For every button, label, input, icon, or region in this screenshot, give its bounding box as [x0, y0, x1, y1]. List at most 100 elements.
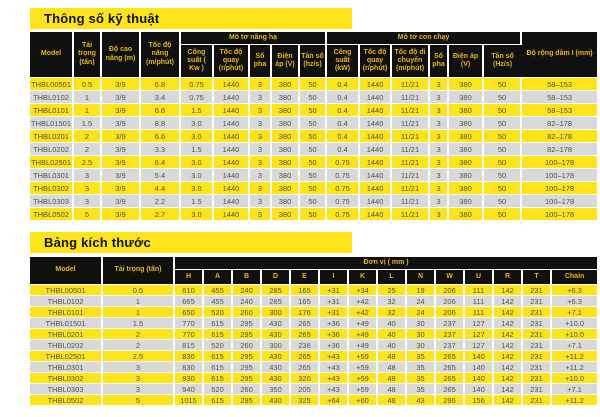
- cell: 30: [406, 339, 436, 351]
- cell: 380: [448, 194, 485, 208]
- cell: 2: [102, 339, 175, 351]
- cell: 40: [377, 339, 407, 351]
- cell: 3/9: [101, 90, 141, 104]
- cell: 380: [448, 90, 485, 104]
- col-header-chain: Chain: [551, 269, 598, 285]
- cell: 58–153: [521, 77, 598, 91]
- cell: 3/9: [101, 181, 141, 195]
- cell: 35: [406, 350, 436, 362]
- cell: 3: [249, 77, 272, 91]
- cell: 48: [377, 361, 407, 373]
- cell: 380: [448, 155, 485, 169]
- col-header-model: Model: [30, 32, 74, 78]
- cell: 265: [290, 350, 320, 362]
- cell: +11.2: [551, 394, 598, 406]
- cell: 2.2: [140, 194, 181, 208]
- cell: 50: [483, 90, 523, 104]
- cell: THBL01501: [30, 317, 103, 329]
- spec-section-title: Thông số kỹ thuật: [30, 8, 352, 29]
- cell: +59: [348, 350, 378, 362]
- group-header-unit-mm: Đơn vị ( mm ): [174, 257, 598, 270]
- cell: 1440: [359, 116, 393, 130]
- cell: 1440: [213, 155, 250, 169]
- dimension-table-body: THBL00501 0.5 610 455 240 285 165 +31 +34 25 19 206…: [30, 284, 598, 406]
- cell: 240: [232, 284, 262, 296]
- cell: 380: [448, 116, 485, 130]
- cell: 0.75: [326, 168, 361, 182]
- cell: 3.3: [140, 142, 181, 156]
- cell: 1015: [174, 394, 204, 406]
- cell: 142: [493, 394, 523, 406]
- cell: 40: [377, 328, 407, 340]
- col-header-K: K: [348, 269, 378, 285]
- table-row: THBL0303 3 940 520 260 350 205 +43 +59 48 35 265 140…: [30, 383, 598, 395]
- cell: 24: [406, 295, 436, 307]
- cell: 11/21: [391, 116, 431, 130]
- cell: 8.8: [140, 116, 181, 130]
- cell: 142: [493, 317, 523, 329]
- cell: 140: [464, 372, 494, 384]
- cell: 19: [406, 284, 436, 296]
- cell: 0.75: [326, 194, 361, 208]
- cell: 380: [271, 207, 300, 221]
- cell: +7.1: [551, 339, 598, 351]
- cell: 1440: [359, 142, 393, 156]
- cell: 3: [429, 116, 450, 130]
- cell: 50: [299, 194, 328, 208]
- dimension-table-header: Model Tải trọng (tấn) Đơn vị ( mm ) H A …: [30, 257, 598, 285]
- cell: 1440: [359, 129, 393, 143]
- cell: 3/9: [101, 116, 141, 130]
- spec-table-body: THBL00501 0.5 3/9 6.8 0.75 1440 3 380 50 0.4 1440 1…: [30, 77, 598, 221]
- cell: 30: [406, 317, 436, 329]
- cell: 1440: [213, 207, 250, 221]
- cell: 265: [290, 328, 320, 340]
- cell: 50: [299, 207, 328, 221]
- cell: 3/9: [101, 168, 141, 182]
- cell: 50: [299, 116, 328, 130]
- cell: 300: [261, 306, 291, 318]
- cell: 0.4: [326, 90, 361, 104]
- cell: 32: [377, 295, 407, 307]
- cell: 3: [249, 103, 272, 117]
- table-row: THBL0202 2 815 520 260 300 236 +36 +49 40 30 237 127…: [30, 339, 598, 351]
- table-row: THBL00501 0.5 610 455 240 285 165 +31 +34 25 19 206…: [30, 284, 598, 296]
- cell: 231: [522, 306, 552, 318]
- cell: 231: [522, 361, 552, 373]
- cell: 142: [493, 339, 523, 351]
- table-row: THBL0502 5 3/9 2.7 3.0 1440 3 380 50 0.75 1440 11/2…: [30, 207, 598, 221]
- cell: 3: [429, 129, 450, 143]
- cell: 1440: [213, 103, 250, 117]
- col-header-load: Tải trọng (tấn): [102, 257, 175, 285]
- cell: THBL0301: [30, 168, 74, 182]
- cell: 1440: [213, 142, 250, 156]
- cell: 295: [232, 361, 262, 373]
- cell: 0.4: [326, 103, 361, 117]
- cell: 140: [464, 350, 494, 362]
- cell: 455: [203, 295, 233, 307]
- cell: 380: [448, 142, 485, 156]
- col-header-I: I: [319, 269, 349, 285]
- cell: 3: [249, 142, 272, 156]
- cell: 350: [261, 383, 291, 395]
- cell: 3: [429, 77, 450, 91]
- cell: 0.5: [102, 284, 175, 296]
- cell: 140: [464, 383, 494, 395]
- cell: 127: [464, 317, 494, 329]
- cell: 430: [261, 350, 291, 362]
- cell: 3: [73, 194, 102, 208]
- cell: 100–178: [521, 194, 598, 208]
- col-header-lift-phase: Số pha: [249, 44, 272, 78]
- cell: 0.75: [180, 90, 214, 104]
- cell: 265: [435, 372, 465, 384]
- cell: 3/9: [101, 194, 141, 208]
- table-row: THBL0102 1 665 455 240 285 165 +31 +42 32 24 206 111…: [30, 295, 598, 307]
- cell: THBL0301: [30, 361, 103, 373]
- cell: 300: [261, 339, 291, 351]
- cell: 82–178: [521, 142, 598, 156]
- cell: 2: [73, 142, 102, 156]
- cell: 100–178: [521, 181, 598, 195]
- spec-sheet-page: Thông số kỹ thuật Model Tải trọng (tấn) …: [0, 8, 600, 417]
- cell: 296: [435, 394, 465, 406]
- cell: 3: [429, 103, 450, 117]
- cell: 265: [290, 317, 320, 329]
